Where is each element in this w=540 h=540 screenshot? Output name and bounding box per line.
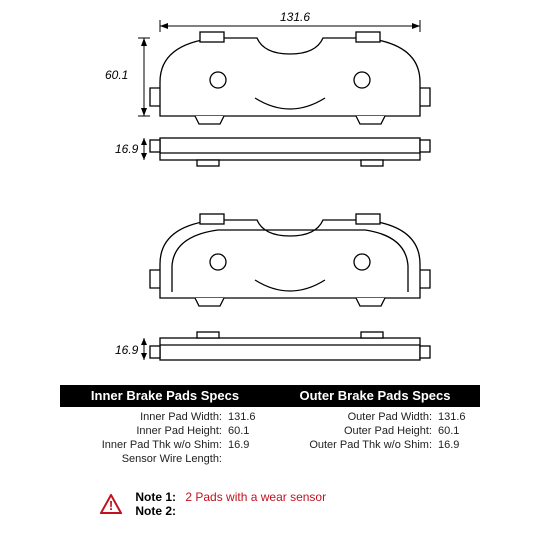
notes-block: ! Note 1: 2 Pads with a wear sensor Note…: [100, 490, 326, 518]
warning-icon: !: [100, 494, 122, 514]
spec-value: [228, 453, 260, 465]
spec-label: Inner Pad Height:: [136, 425, 222, 437]
spec-value: 60.1: [228, 425, 260, 437]
spec-value: 16.9: [438, 439, 470, 451]
outer-specs-title: Outer Brake Pads Specs: [270, 385, 480, 407]
spec-label: Outer Pad Height:: [344, 425, 432, 437]
technical-drawing: [100, 10, 480, 370]
spec-value: 60.1: [438, 425, 470, 437]
svg-text:!: !: [109, 498, 113, 513]
spec-label: Outer Pad Width:: [348, 411, 432, 423]
inner-specs-col: Inner Pad Width: 131.6 Inner Pad Height: 6…: [60, 410, 270, 466]
spec-label: Inner Pad Thk w/o Shim:: [102, 439, 222, 451]
spec-value: 131.6: [438, 411, 470, 423]
spec-label: Inner Pad Width:: [140, 411, 222, 423]
outer-specs-col: Outer Pad Width: 131.6 Outer Pad Height: 6…: [270, 410, 480, 466]
spec-value: 16.9: [228, 439, 260, 451]
specs-table: Inner Pad Width: 131.6 Inner Pad Height: 6…: [60, 410, 480, 466]
inner-specs-title: Inner Brake Pads Specs: [60, 385, 270, 407]
specs-header-band: Inner Brake Pads Specs Outer Brake Pads …: [60, 385, 480, 407]
note2-label: Note 2:: [135, 504, 176, 518]
spec-value: 131.6: [228, 411, 260, 423]
spec-label: Outer Pad Thk w/o Shim:: [309, 439, 432, 451]
spec-label: Sensor Wire Length:: [122, 453, 222, 465]
note1-label: Note 1:: [135, 490, 176, 504]
note1-value: 2 Pads with a wear sensor: [185, 490, 326, 504]
